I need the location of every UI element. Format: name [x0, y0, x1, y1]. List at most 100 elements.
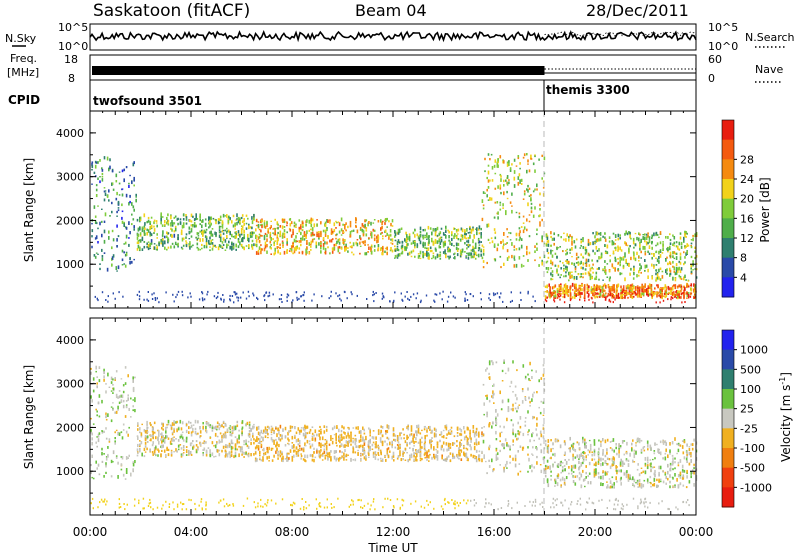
ground-scatter-cell — [393, 299, 395, 302]
echo-cell — [226, 453, 229, 455]
echo-cell — [449, 432, 452, 435]
velocity-echo-field — [90, 359, 698, 511]
echo-cell — [673, 292, 675, 295]
echo-cell — [404, 440, 407, 444]
ground-scatter-cell — [563, 301, 566, 304]
echo-cell — [283, 236, 286, 239]
echo-cell — [396, 248, 399, 251]
echo-cell — [143, 429, 146, 432]
echo-cell — [463, 447, 465, 450]
echo-cell — [554, 252, 557, 255]
echo-cell — [424, 228, 426, 232]
echo-cell — [275, 444, 277, 448]
echo-cell — [325, 454, 328, 457]
echo-cell — [262, 456, 264, 460]
echo-cell — [602, 295, 605, 298]
echo-cell — [659, 254, 662, 258]
echo-cell — [436, 458, 439, 461]
echo-cell — [112, 384, 114, 386]
echo-cell — [253, 425, 255, 429]
echo-cell — [456, 429, 459, 431]
echo-cell — [661, 275, 664, 279]
echo-cell — [161, 449, 163, 452]
echo-cell — [157, 454, 159, 457]
echo-cell — [582, 257, 585, 259]
echo-cell — [563, 285, 566, 288]
echo-cell — [205, 430, 208, 434]
echo-cell — [620, 289, 622, 292]
echo-cell — [338, 222, 341, 227]
ground-scatter-cell — [465, 293, 467, 296]
echo-cell — [577, 261, 580, 264]
echo-cell — [166, 448, 168, 451]
echo-cell — [384, 440, 386, 443]
echo-cell — [382, 247, 384, 250]
echo-cell — [647, 241, 649, 245]
echo-cell — [391, 238, 394, 242]
echo-cell — [204, 231, 207, 234]
echo-cell — [98, 366, 101, 369]
echo-cell — [648, 240, 651, 244]
echo-cell — [221, 247, 224, 249]
echo-cell — [245, 214, 248, 217]
echo-cell — [164, 240, 166, 245]
ground-scatter-cell — [263, 295, 265, 298]
echo-cell — [424, 456, 426, 459]
echo-cell — [318, 231, 320, 234]
echo-cell — [165, 453, 167, 457]
echo-cell — [246, 453, 249, 456]
echo-cell — [568, 263, 570, 265]
echo-cell — [556, 296, 559, 299]
echo-cell — [210, 233, 212, 237]
echo-cell — [313, 434, 315, 437]
echo-cell — [493, 164, 496, 168]
echo-cell — [368, 246, 370, 250]
echo-cell — [289, 223, 292, 227]
echo-cell — [534, 259, 536, 262]
echo-cell — [253, 243, 255, 247]
echo-cell — [530, 208, 533, 210]
ground-scatter-cell — [662, 299, 665, 302]
echo-cell — [505, 179, 507, 182]
echo-cell — [619, 246, 621, 251]
ground-scatter-cell — [237, 299, 239, 302]
echo-cell — [298, 240, 301, 244]
echo-cell — [230, 454, 233, 457]
echo-cell — [482, 383, 485, 386]
echo-cell — [447, 246, 449, 250]
echo-cell — [554, 290, 557, 294]
echo-cell — [121, 188, 124, 190]
echo-cell — [122, 404, 125, 409]
echo-cell — [433, 446, 435, 450]
echo-cell — [171, 220, 173, 224]
echo-cell — [604, 266, 606, 270]
echo-cell — [130, 416, 132, 418]
echo-cell — [264, 244, 267, 249]
ground-scatter-cell — [441, 298, 443, 301]
echo-cell — [96, 376, 98, 378]
echo-cell — [487, 179, 490, 183]
echo-cell — [306, 242, 308, 245]
echo-cell — [636, 236, 638, 241]
echo-cell — [394, 434, 397, 437]
echo-cell — [449, 251, 451, 253]
echo-cell — [417, 253, 420, 255]
echo-cell — [381, 458, 384, 462]
echo-cell — [293, 247, 296, 251]
echo-cell — [659, 295, 662, 299]
echo-cell — [419, 455, 422, 457]
echo-cell — [194, 427, 197, 431]
echo-cell — [609, 259, 611, 263]
echo-cell — [608, 236, 611, 239]
echo-cell — [651, 295, 653, 298]
ground-scatter-cell — [338, 294, 341, 297]
echo-cell — [286, 242, 288, 244]
echo-cell — [240, 238, 243, 243]
echo-cell — [387, 454, 390, 458]
echo-cell — [279, 246, 281, 249]
ground-scatter-cell — [519, 291, 522, 294]
echo-cell — [282, 246, 284, 248]
echo-cell — [569, 285, 572, 288]
echo-cell — [362, 448, 364, 452]
